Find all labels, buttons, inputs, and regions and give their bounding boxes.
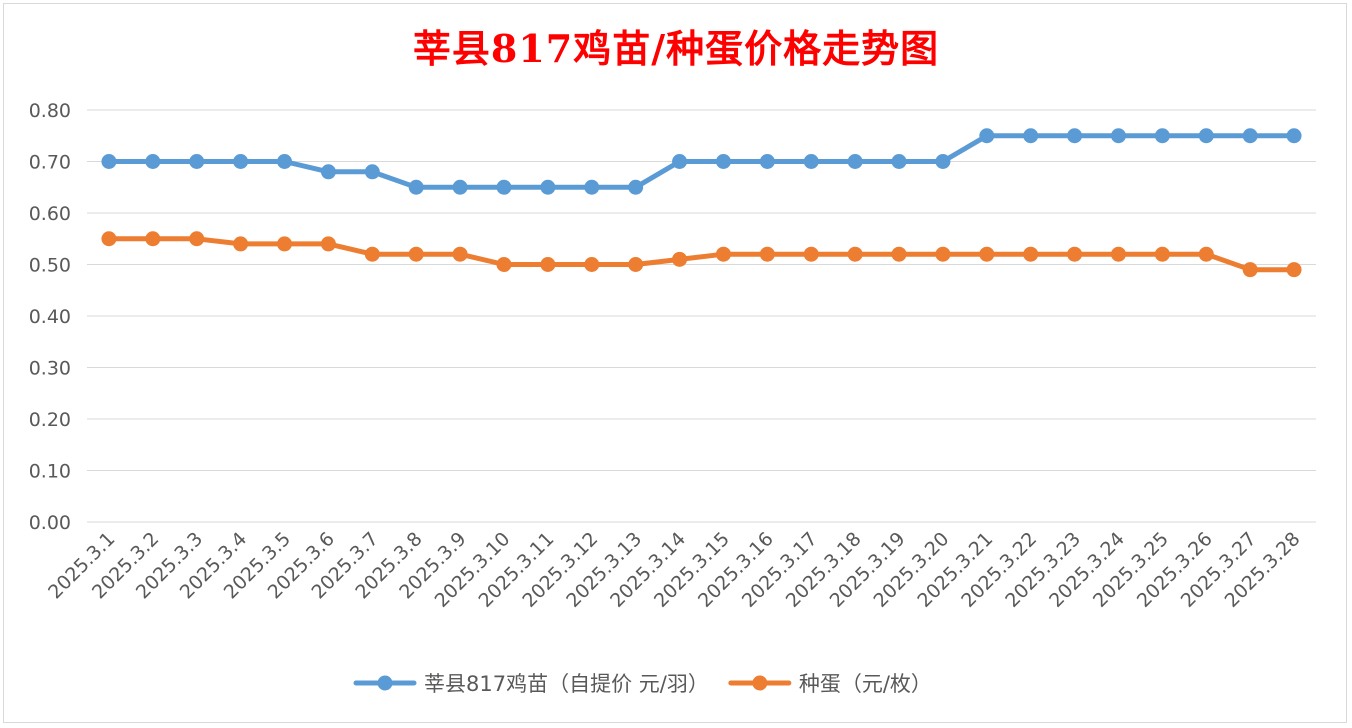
data-point <box>715 246 731 262</box>
data-point <box>189 154 205 169</box>
series-layer <box>101 128 1302 278</box>
y-tick-label: 0.70 <box>29 152 71 174</box>
series-line-0 <box>106 133 1297 190</box>
data-point <box>803 154 819 169</box>
data-point <box>935 154 951 169</box>
data-point <box>496 179 512 195</box>
data-point <box>584 257 600 272</box>
grid-lines <box>87 109 1316 523</box>
y-tick-label: 0.10 <box>29 461 71 483</box>
data-point <box>891 154 907 169</box>
y-tick-label: 0.50 <box>29 255 71 277</box>
data-point <box>1286 128 1302 144</box>
data-point <box>672 251 688 267</box>
data-point <box>364 246 380 262</box>
y-tick-label: 0.20 <box>29 409 71 431</box>
data-point <box>1198 246 1214 262</box>
data-point <box>715 154 731 169</box>
data-point <box>1198 128 1214 144</box>
data-point <box>101 231 117 247</box>
data-point <box>628 179 644 195</box>
data-point <box>1023 246 1039 262</box>
data-point <box>891 246 907 262</box>
data-point <box>320 164 336 180</box>
y-tick-label: 0.00 <box>29 512 71 534</box>
data-point <box>320 236 336 252</box>
data-point <box>1242 262 1258 278</box>
data-point <box>672 154 688 169</box>
x-axis-ticks: 2025.3.12025.3.22025.3.32025.3.42025.3.5… <box>44 528 1304 612</box>
series-line-1 <box>106 236 1297 273</box>
data-point <box>233 154 249 169</box>
series-0 <box>101 128 1302 195</box>
data-point <box>1067 128 1083 144</box>
legend-marker <box>377 675 393 691</box>
data-point <box>847 154 863 169</box>
data-point <box>628 257 644 272</box>
y-tick-label: 0.30 <box>29 358 71 380</box>
data-point <box>1242 128 1258 144</box>
data-point <box>803 246 819 262</box>
data-point <box>759 246 775 262</box>
data-point <box>277 236 293 252</box>
data-point <box>1067 246 1083 262</box>
data-point <box>979 128 995 144</box>
data-point <box>584 179 600 195</box>
y-tick-label: 0.40 <box>29 306 71 328</box>
series-1 <box>101 231 1302 278</box>
data-point <box>452 246 468 262</box>
data-point <box>101 154 117 169</box>
data-point <box>452 179 468 195</box>
legend-label: 种蛋（元/枚） <box>799 672 932 696</box>
legend-item-0: 莘县817鸡苗（自提价 元/羽） <box>353 672 709 696</box>
data-point <box>496 257 512 272</box>
chart-title: 莘县817鸡苗/种蛋价格走势图 <box>412 26 940 71</box>
data-point <box>979 246 995 262</box>
data-point <box>1286 262 1302 278</box>
data-point <box>277 154 293 169</box>
y-tick-label: 0.80 <box>29 100 71 122</box>
data-point <box>1023 128 1039 144</box>
data-point <box>233 236 249 252</box>
data-point <box>1154 246 1170 262</box>
legend-marker <box>752 675 768 691</box>
y-axis-ticks: 0.00 0.10 0.20 0.30 0.40 0.50 0.60 0.70 0.80 <box>29 100 71 534</box>
data-point <box>145 154 161 169</box>
data-point <box>408 179 424 195</box>
data-point <box>145 231 161 247</box>
data-point <box>759 154 775 169</box>
data-point <box>847 246 863 262</box>
data-point <box>1154 128 1170 144</box>
legend-item-1: 种蛋（元/枚） <box>728 672 932 696</box>
data-point <box>935 246 951 262</box>
data-point <box>1110 128 1126 144</box>
y-tick-label: 0.60 <box>29 203 71 225</box>
data-point <box>540 179 556 195</box>
data-point <box>1110 246 1126 262</box>
legend-label: 莘县817鸡苗（自提价 元/羽） <box>424 672 709 696</box>
chart-frame <box>3 3 1347 723</box>
data-point <box>408 246 424 262</box>
data-point <box>364 164 380 180</box>
legend: 莘县817鸡苗（自提价 元/羽） 种蛋（元/枚） <box>353 672 932 696</box>
data-point <box>189 231 205 247</box>
data-point <box>540 257 556 272</box>
